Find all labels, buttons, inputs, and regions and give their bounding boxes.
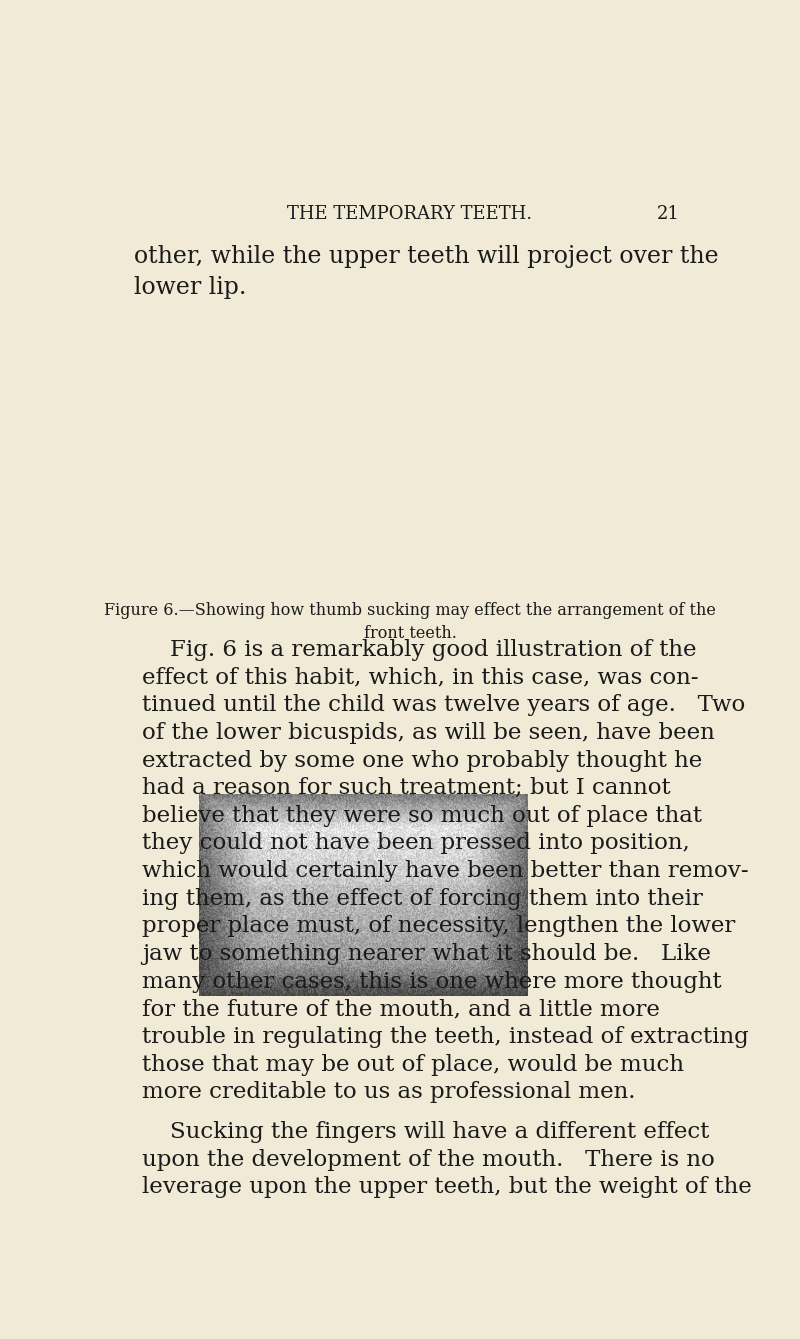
Text: trouble in regulating the teeth, instead of extracting: trouble in regulating the teeth, instead…: [142, 1026, 749, 1048]
Text: they could not have been pressed into position,: they could not have been pressed into po…: [142, 833, 690, 854]
Text: lower lip.: lower lip.: [134, 276, 246, 299]
Text: more creditable to us as professional men.: more creditable to us as professional me…: [142, 1081, 636, 1103]
Text: extracted by some one who probably thought he: extracted by some one who probably thoug…: [142, 750, 702, 771]
Text: upon the development of the mouth.   There is no: upon the development of the mouth. There…: [142, 1149, 715, 1170]
Text: jaw to something nearer what it should be.   Like: jaw to something nearer what it should b…: [142, 943, 711, 965]
Text: other, while the upper teeth will project over the: other, while the upper teeth will projec…: [134, 245, 718, 268]
Text: effect of this habit, which, in this case, was con-: effect of this habit, which, in this cas…: [142, 667, 698, 688]
Text: 21: 21: [657, 205, 680, 224]
Text: Fig. 6 is a remarkably good illustration of the: Fig. 6 is a remarkably good illustration…: [170, 639, 697, 661]
Text: which would certainly have been better than remov-: which would certainly have been better t…: [142, 860, 749, 882]
Text: leverage upon the upper teeth, but the weight of the: leverage upon the upper teeth, but the w…: [142, 1177, 752, 1198]
Text: proper place must, of necessity, lengthen the lower: proper place must, of necessity, lengthe…: [142, 916, 735, 937]
Text: had a reason for such treatment; but I cannot: had a reason for such treatment; but I c…: [142, 777, 670, 799]
Text: those that may be out of place, would be much: those that may be out of place, would be…: [142, 1054, 684, 1075]
Text: front teeth.: front teeth.: [363, 624, 457, 641]
Text: Sucking the fingers will have a different effect: Sucking the fingers will have a differen…: [170, 1121, 710, 1144]
Text: tinued until the child was twelve years of age.   Two: tinued until the child was twelve years …: [142, 695, 746, 716]
Text: many other cases, this is one where more thought: many other cases, this is one where more…: [142, 971, 722, 992]
Text: Figure 6.—Showing how thumb sucking may effect the arrangement of the: Figure 6.—Showing how thumb sucking may …: [104, 603, 716, 619]
Text: of the lower bicuspids, as will be seen, have been: of the lower bicuspids, as will be seen,…: [142, 722, 715, 744]
Text: for the future of the mouth, and a little more: for the future of the mouth, and a littl…: [142, 999, 660, 1020]
Text: THE TEMPORARY TEETH.: THE TEMPORARY TEETH.: [287, 205, 533, 224]
Text: believe that they were so much out of place that: believe that they were so much out of pl…: [142, 805, 702, 828]
Text: ing them, as the effect of forcing them into their: ing them, as the effect of forcing them …: [142, 888, 703, 909]
